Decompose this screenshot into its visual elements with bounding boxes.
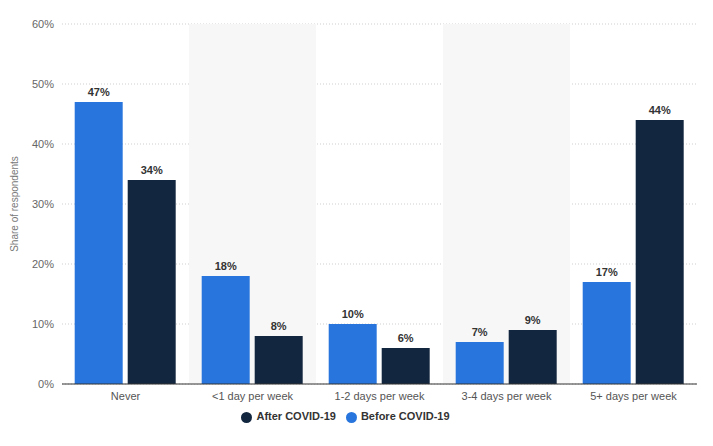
svg-text:9%: 9% bbox=[525, 314, 541, 326]
svg-text:47%: 47% bbox=[88, 86, 110, 98]
svg-text:30%: 30% bbox=[32, 198, 54, 210]
svg-text:1-2 days per week: 1-2 days per week bbox=[335, 390, 425, 402]
svg-text:<1 day per week: <1 day per week bbox=[212, 390, 294, 402]
svg-text:60%: 60% bbox=[32, 18, 54, 30]
html-text:After COVID-19: After COVID-19 bbox=[256, 410, 336, 422]
svg-text:17%: 17% bbox=[596, 266, 618, 278]
svg-text:50%: 50% bbox=[32, 78, 54, 90]
svg-text:0%: 0% bbox=[38, 378, 54, 390]
svg-text:10%: 10% bbox=[32, 318, 54, 330]
svg-text:44%: 44% bbox=[649, 104, 671, 116]
svg-text:Never: Never bbox=[111, 390, 141, 402]
svg-text:10%: 10% bbox=[342, 308, 364, 320]
svg-text:5+ days per week: 5+ days per week bbox=[590, 390, 677, 402]
svg-text:40%: 40% bbox=[32, 138, 54, 150]
svg-text:3-4 days per week: 3-4 days per week bbox=[462, 390, 552, 402]
svg-text:Share of respondents: Share of respondents bbox=[9, 156, 20, 252]
svg-text:7%: 7% bbox=[472, 326, 488, 338]
svg-text:18%: 18% bbox=[215, 260, 237, 272]
svg-text:6%: 6% bbox=[398, 332, 414, 344]
svg-text:20%: 20% bbox=[32, 258, 54, 270]
html-text:Before COVID-19: Before COVID-19 bbox=[360, 410, 450, 422]
svg-text:8%: 8% bbox=[271, 320, 287, 332]
svg-text:34%: 34% bbox=[141, 164, 163, 176]
